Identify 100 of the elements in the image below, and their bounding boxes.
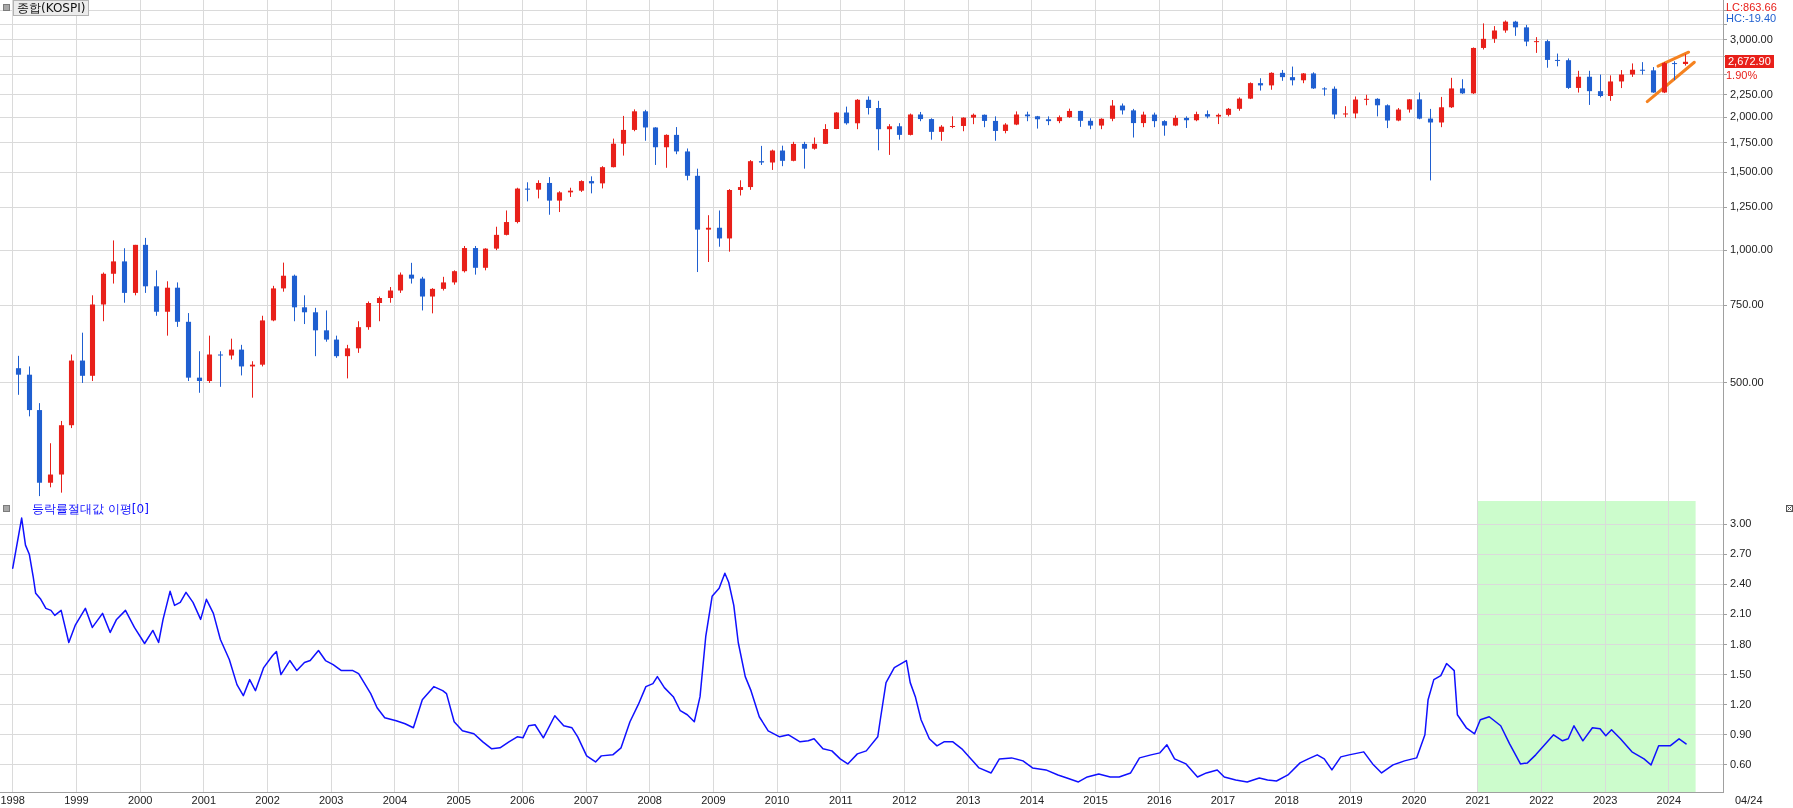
candlestick xyxy=(355,320,362,354)
x-tick-label: 2014 xyxy=(1019,793,1045,806)
candlestick xyxy=(301,294,308,325)
candlestick xyxy=(1438,96,1445,128)
x-tick-label: 2001 xyxy=(191,793,217,806)
candlestick xyxy=(779,145,786,167)
y-tick-label: 2.40 xyxy=(1730,577,1752,590)
y-tick-label: 0.90 xyxy=(1730,727,1752,740)
candlestick xyxy=(1639,61,1646,76)
candlestick xyxy=(1682,53,1689,67)
y-tick-label: 3.00 xyxy=(1730,517,1752,530)
candlestick xyxy=(801,141,808,170)
x-tick-label: 2015 xyxy=(1083,793,1108,806)
candlestick xyxy=(1448,77,1455,109)
candlestick xyxy=(217,350,224,388)
y-tick-label: 1,000.00 xyxy=(1730,243,1773,256)
x-tick-label: 2006 xyxy=(510,793,535,806)
candlestick xyxy=(1321,86,1328,97)
y-tick-label: 2,250.00 xyxy=(1730,87,1773,100)
y-tick-label: 3,000.00 xyxy=(1730,32,1773,45)
candlestick xyxy=(503,209,510,236)
candlestick xyxy=(344,344,351,379)
x-tick-label: 2010 xyxy=(764,793,790,806)
x-tick-label: 2020 xyxy=(1401,793,1427,806)
candlestick xyxy=(1597,74,1604,98)
candlestick xyxy=(1342,105,1349,118)
candlestick xyxy=(1130,108,1137,139)
x-tick-label: 2013 xyxy=(955,793,981,806)
candlestick xyxy=(228,338,235,361)
text: 1.90% xyxy=(1726,68,1758,81)
candlestick xyxy=(15,355,22,396)
candlestick xyxy=(620,115,627,157)
candlestick xyxy=(238,344,245,376)
candlestick xyxy=(1671,60,1678,81)
candlestick xyxy=(673,126,680,155)
x-tick-label: 1998 xyxy=(0,793,25,806)
candlestick xyxy=(376,296,383,322)
text: LC:863.66 xyxy=(1726,1,1777,13)
candlestick xyxy=(705,214,712,263)
candlestick xyxy=(599,165,606,189)
candlestick xyxy=(663,133,670,169)
candlestick xyxy=(769,149,776,171)
candlestick xyxy=(1533,36,1540,54)
x-tick-label: 2007 xyxy=(573,793,599,806)
x-tick-label: 1999 xyxy=(64,793,89,806)
candlestick xyxy=(1416,91,1423,120)
text: 2,672.90 xyxy=(1725,54,1774,68)
candlestick xyxy=(1352,95,1359,119)
candlestick xyxy=(610,138,617,168)
x-tick-label: 2019 xyxy=(1338,793,1363,806)
y-tick-label: 750.00 xyxy=(1730,298,1764,311)
x-tick-label: 2016 xyxy=(1147,793,1172,806)
candlestick xyxy=(886,123,893,156)
candlestick xyxy=(408,262,415,285)
candlestick xyxy=(854,98,861,130)
candlestick xyxy=(461,245,468,273)
candlestick xyxy=(323,309,330,343)
x-tick-label: 2018 xyxy=(1274,793,1299,806)
x-tick-label: 2003 xyxy=(318,793,344,806)
y-tick-label: 1.50 xyxy=(1730,667,1752,680)
y-tick-label: 1.20 xyxy=(1730,697,1752,710)
x-tick-label: 2004 xyxy=(382,793,408,806)
y-tick-label: 2.70 xyxy=(1730,547,1752,560)
candlestick xyxy=(716,209,723,248)
x-tick-label: 2008 xyxy=(637,793,662,806)
candlestick xyxy=(312,307,319,357)
x-tick-label: 2021 xyxy=(1465,793,1491,806)
candlestick xyxy=(1374,97,1381,117)
y-tick-label: 2.10 xyxy=(1730,607,1752,620)
candlestick xyxy=(758,145,765,166)
y-tick-label: 1,250.00 xyxy=(1730,200,1773,213)
candlestick xyxy=(47,442,54,488)
candlestick xyxy=(79,332,86,384)
x-tick-label: 2009 xyxy=(701,793,726,806)
x-tick-label: 2023 xyxy=(1592,793,1618,806)
y-tick-label: 500.00 xyxy=(1730,375,1764,388)
candlestick xyxy=(652,126,659,166)
candlestick xyxy=(1523,24,1530,47)
candlestick xyxy=(535,179,542,199)
candlestick xyxy=(992,115,999,142)
candlestick xyxy=(1575,70,1582,94)
text: 04/24 xyxy=(1735,794,1763,806)
x-tick-label: 2002 xyxy=(255,793,280,806)
candlestick xyxy=(546,176,553,216)
candlestick xyxy=(429,287,436,314)
candlestick xyxy=(1289,66,1296,86)
candlestick xyxy=(333,335,340,359)
candlestick xyxy=(642,109,649,142)
candlestick xyxy=(865,95,872,115)
candlestick xyxy=(1544,39,1551,69)
candlestick xyxy=(556,190,563,213)
candlestick xyxy=(928,117,935,141)
chart-title: 종합(KOSPI) xyxy=(13,0,90,16)
y-tick-label: 1,500.00 xyxy=(1730,165,1773,178)
candlestick xyxy=(949,115,956,129)
candlestick xyxy=(1480,22,1487,50)
candlestick xyxy=(482,247,489,271)
chart-title: 등락률절대값 이평[0] xyxy=(32,502,149,516)
candlestick xyxy=(1109,99,1116,122)
candlestick xyxy=(1384,103,1391,129)
